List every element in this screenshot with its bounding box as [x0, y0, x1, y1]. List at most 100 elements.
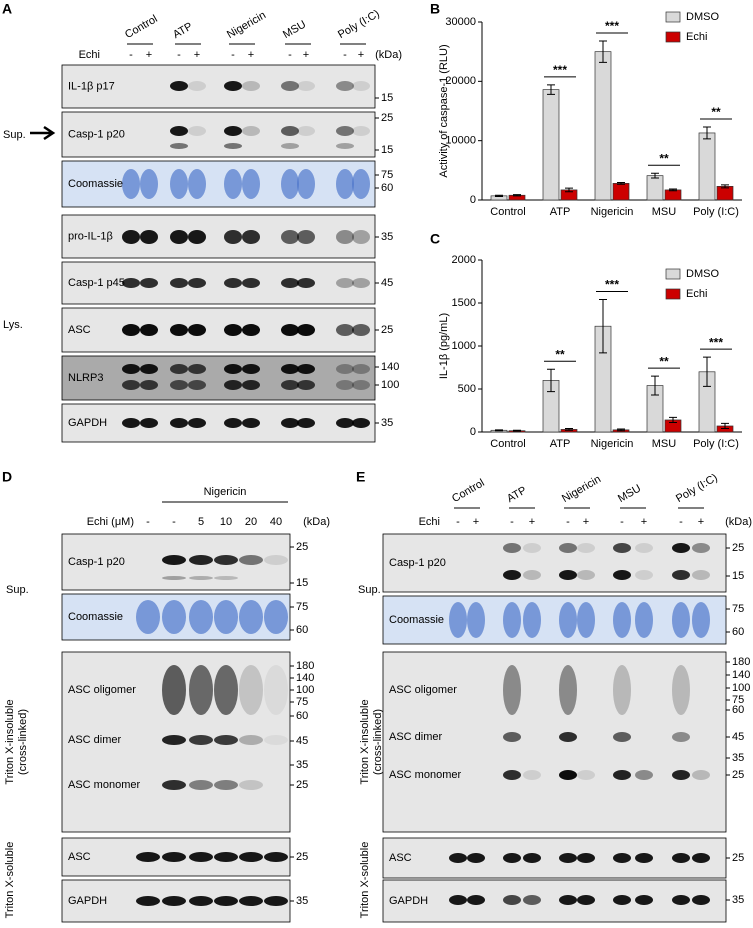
kda-label: (kDa)	[303, 516, 330, 528]
blot-band	[281, 324, 299, 336]
y-tick-label: 500	[458, 383, 476, 395]
dose-label: 5	[198, 516, 204, 528]
blot-band	[297, 324, 315, 336]
blot-band	[188, 278, 206, 288]
mw-marker: 25	[732, 542, 744, 554]
blot-band	[336, 324, 354, 336]
legend-swatch	[665, 288, 681, 300]
x-tick-label: ATP	[550, 206, 571, 218]
y-tick-label: 1000	[452, 340, 476, 352]
error-bar	[513, 429, 521, 432]
blot-band	[140, 324, 158, 336]
blot-band	[559, 665, 577, 715]
blot-band	[635, 570, 653, 580]
blot-band	[122, 418, 140, 428]
blot-band	[239, 780, 263, 790]
group-label: Nigericin	[560, 473, 603, 505]
x-tick-label: Control	[490, 438, 525, 450]
blot-band	[239, 555, 263, 565]
blot-frame	[382, 533, 727, 593]
mw-marker: 25	[296, 779, 308, 791]
panel-letter: A	[2, 1, 12, 17]
blot-band	[577, 770, 595, 780]
blot-band	[242, 380, 260, 390]
blot-band	[692, 853, 710, 863]
treatment-name: Echi	[419, 516, 440, 528]
blot-band	[281, 143, 299, 149]
blot-label: ASC oligomer	[389, 684, 457, 696]
blot-band	[242, 230, 260, 244]
coomassie-lane	[264, 600, 288, 634]
blot-band	[170, 278, 188, 288]
mw-marker: 45	[381, 277, 393, 289]
blot-band	[189, 665, 213, 715]
blot-frame	[382, 837, 727, 879]
blot-label: Casp-1 p45	[68, 277, 125, 289]
coomassie-lane	[297, 169, 315, 199]
blot-band	[559, 895, 577, 905]
section-label: Triton X-soluble	[4, 842, 16, 919]
blot-band	[242, 81, 260, 91]
error-bar	[495, 194, 503, 197]
mw-marker: 25	[296, 851, 308, 863]
y-tick-label: 0	[470, 194, 476, 206]
blot-band	[242, 324, 260, 336]
y-tick-label: 2000	[452, 254, 476, 266]
blot-band	[224, 126, 242, 136]
mw-marker: 60	[296, 710, 308, 722]
blot-band	[224, 380, 242, 390]
blot-band	[170, 380, 188, 390]
mw-marker: 35	[732, 894, 744, 906]
blot-band	[503, 732, 521, 742]
coomassie-lane	[559, 602, 577, 638]
mw-marker: 35	[381, 231, 393, 243]
blot-band	[297, 380, 315, 390]
coomassie-lane	[170, 169, 188, 199]
section-label: Triton X-soluble	[359, 842, 371, 919]
blot-band	[559, 570, 577, 580]
blot-band	[122, 380, 140, 390]
blot-band	[672, 543, 690, 553]
blot-band	[188, 364, 206, 374]
blot-band	[635, 543, 653, 553]
dose-label: -	[172, 516, 176, 528]
error-bar	[495, 429, 503, 432]
treatment-sign: +	[358, 49, 364, 61]
blot-band	[336, 230, 354, 244]
group-label: MSU	[281, 18, 308, 41]
y-axis-label: Activity of caspase-1 (RLU)	[438, 44, 450, 177]
section-label: (cross-linked)	[17, 709, 29, 775]
blot-band	[467, 895, 485, 905]
y-tick-label: 30000	[445, 16, 476, 28]
blot-band	[672, 895, 690, 905]
blot-band	[214, 576, 238, 580]
blot-frame	[61, 214, 376, 259]
coomassie-lane	[224, 169, 242, 199]
section-label: Sup.	[358, 584, 381, 596]
blot-label: GAPDH	[68, 417, 107, 429]
blot-band	[281, 126, 299, 136]
coomassie-lane	[577, 602, 595, 638]
blot-band	[613, 853, 631, 863]
error-bar	[721, 184, 729, 189]
blot-band	[140, 230, 158, 244]
x-tick-label: MSU	[652, 206, 677, 218]
error-bar	[617, 181, 625, 185]
blot-band	[635, 853, 653, 863]
blot-band	[336, 143, 354, 149]
treatment-name: Echi	[79, 49, 100, 61]
blot-label: ASC monomer	[68, 779, 140, 791]
blot-label: NLRP3	[68, 372, 103, 384]
blot-band	[297, 278, 315, 288]
significance: **	[555, 347, 565, 361]
treatment-sign: -	[620, 516, 624, 528]
blot-band	[214, 555, 238, 565]
bar	[542, 89, 560, 201]
coomassie-lane	[188, 169, 206, 199]
blot-band	[264, 665, 288, 715]
blot-label: IL-1β p17	[68, 80, 115, 92]
mw-marker: 75	[732, 603, 744, 615]
blot-band	[672, 732, 690, 742]
mw-marker: 100	[381, 379, 399, 391]
